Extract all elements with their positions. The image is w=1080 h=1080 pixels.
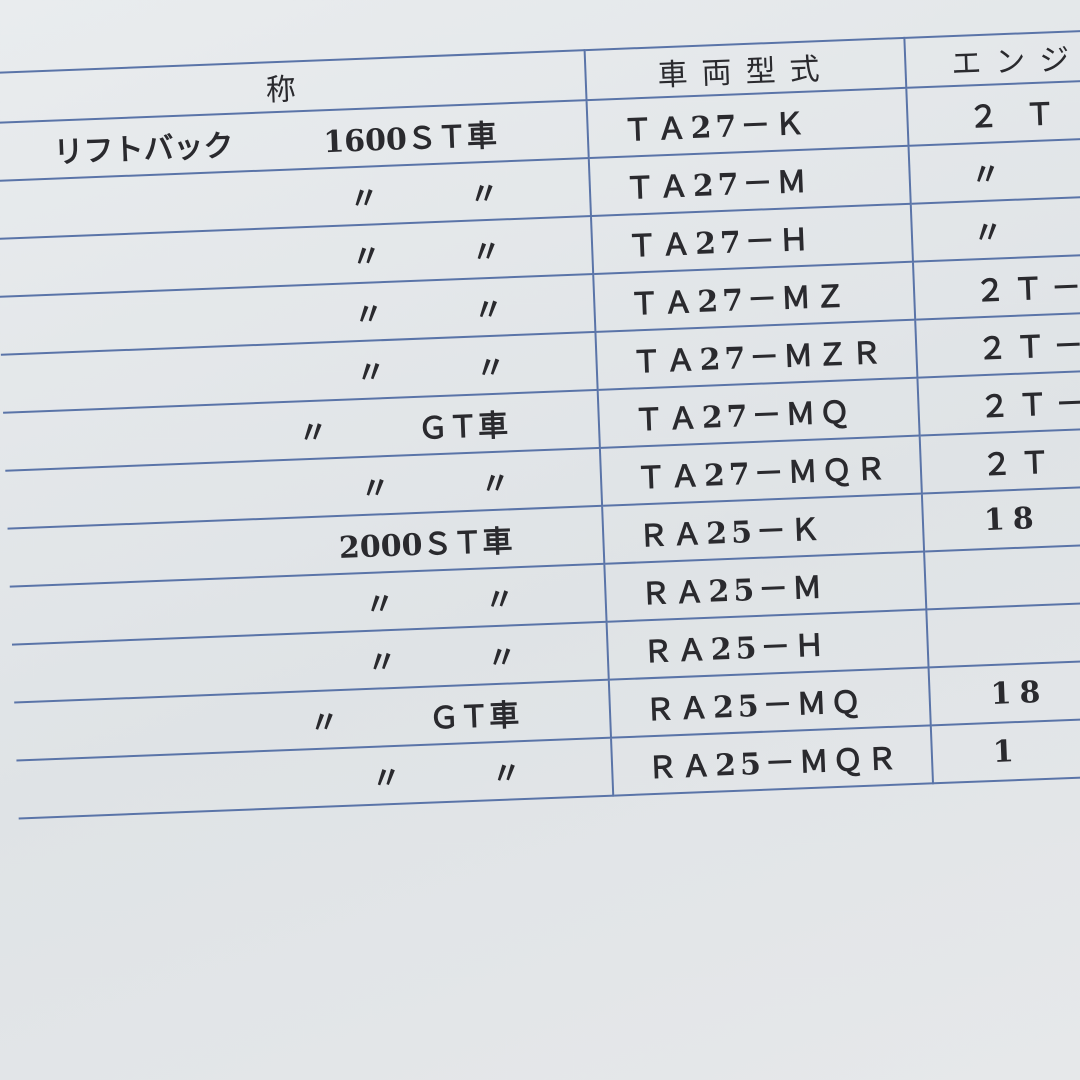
engine-text: ２Ｔ [981, 445, 1059, 484]
model-text: ＴＡ27－Ｍ [624, 164, 812, 207]
name-text: リフトバック [52, 128, 235, 171]
name-text: 〃 [370, 760, 403, 797]
name-text: 〃 [475, 350, 507, 387]
model-text: ＲＡ25－Ｋ [637, 512, 825, 555]
model-text: ＲＡ25－Ｈ [642, 628, 830, 671]
model-text: ＴＡ27－ＭＱ [633, 395, 855, 439]
engine-cell: 〃 [910, 195, 1080, 262]
name-text: 〃 [470, 234, 502, 271]
name-text: 〃 [479, 466, 511, 503]
name-text: 〃 [483, 582, 516, 619]
model-text: ＴＡ27－ＭＺＲ [630, 335, 886, 381]
engine-cell: 1 [930, 716, 1080, 784]
model-cell: ＲＡ25－ＭＱＲ [611, 725, 934, 796]
name-text: 〃 [359, 470, 391, 508]
engine-cell: ２Ｔ－ [912, 253, 1080, 320]
name-text: ＧＴ車 [428, 698, 520, 737]
name-text: 〃 [468, 176, 500, 213]
name-text: 〃 [297, 415, 329, 452]
name-text: 〃 [490, 756, 522, 793]
engine-text: 18 [989, 674, 1049, 712]
engine-cell: 18 [921, 484, 1080, 552]
name-text: 〃 [364, 586, 396, 623]
model-text: ＲＡ25－ＭＱ [644, 684, 866, 729]
engine-text: 〃 [970, 156, 1010, 194]
name-text: 〃 [366, 644, 398, 681]
vehicle-table: 称車両型式 エンジ リフトバック 1600ＳＴ車 ＴＡ27－Ｋ ２ Ｔ 〃〃 ＴＡ27－Ｍ 〃… [0, 28, 1080, 819]
model-text: ＴＡ27－ＭＱＲ [635, 451, 891, 497]
engine-cell: ２Ｔ [919, 426, 1080, 494]
engine-cell: ２Ｔ－ [917, 369, 1080, 436]
engine-text: ２Ｔ－ [978, 385, 1080, 426]
model-text: ＴＡ27－Ｋ [622, 106, 810, 149]
name-text: ＧＴ車 [417, 408, 509, 447]
model-text: ＲＡ25－ＭＱＲ [646, 741, 902, 787]
name-text: 〃 [348, 181, 380, 218]
engine-text: ２ Ｔ [967, 96, 1064, 136]
name-text: 〃 [355, 355, 387, 392]
header-cell: エンジ [904, 29, 1080, 88]
name-text: 〃 [352, 297, 385, 334]
model-text: ＲＡ25－Ｍ [639, 570, 827, 613]
engine-text: ２Ｔ－ [974, 269, 1080, 310]
engine-cell: 〃 [908, 137, 1080, 204]
name-text: 1600ＳＴ車 [322, 118, 498, 161]
model-text: ＴＡ27－ＭＺ [628, 279, 850, 323]
engine-text: 1 [992, 733, 1023, 770]
engine-text: ２Ｔ－ [976, 327, 1080, 368]
name-text: 〃 [308, 705, 340, 742]
engine-cell [924, 542, 1080, 610]
name-text: 〃 [350, 239, 383, 276]
engine-text: 〃 [972, 214, 1012, 252]
table-body: リフトバック 1600ＳＴ車 ＴＡ27－Ｋ ２ Ｔ 〃〃 ＴＡ27－Ｍ 〃〃〃 ＴＡ27－Ｈ 〃… [0, 79, 1080, 819]
name-text: 〃 [486, 640, 518, 677]
engine-cell [926, 600, 1080, 668]
engine-cell: 18 [928, 658, 1080, 726]
name-text: 2000ＳＴ車 [338, 524, 514, 566]
engine-cell: ２ Ｔ [906, 79, 1080, 146]
engine-cell: ２Ｔ－ [915, 311, 1080, 378]
engine-text: 18 [983, 500, 1043, 538]
table-sheet: 称車両型式 エンジ リフトバック 1600ＳＴ車 ＴＡ27－Ｋ ２ Ｔ 〃〃 ＴＡ27－Ｍ 〃… [0, 28, 1080, 819]
name-text: 〃 [472, 292, 505, 329]
model-text: ＴＡ27－Ｈ [626, 222, 814, 265]
